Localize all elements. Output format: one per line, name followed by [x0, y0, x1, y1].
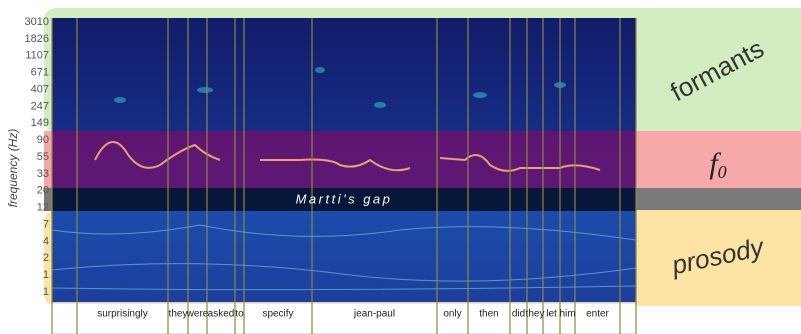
y-tick-label: 407 — [31, 83, 49, 95]
word-boundaries — [51, 18, 637, 334]
y-axis-label: frequency (Hz) — [6, 129, 20, 208]
y-tick-label: 90 — [37, 134, 49, 146]
formants-overlay — [52, 18, 636, 131]
gap-overlay — [52, 188, 636, 211]
word-label: did — [512, 309, 525, 320]
word-label: specify — [262, 309, 293, 320]
y-tick-label: 247 — [31, 100, 49, 112]
word-label: only — [443, 309, 461, 320]
formant-blobs — [114, 67, 566, 108]
word-label: jean-paul — [353, 309, 395, 320]
y-tick-label: 55 — [37, 151, 49, 163]
word-label: they — [526, 309, 545, 320]
word-label: enter — [586, 309, 609, 320]
y-tick-label: 671 — [31, 67, 49, 79]
word-label: him — [559, 309, 575, 320]
gap-label: Martti's gap — [296, 191, 393, 206]
f0-overlay — [52, 131, 636, 189]
prosody-contours — [51, 224, 637, 291]
word-label: asked — [208, 309, 235, 320]
y-tick-label: 149 — [31, 117, 49, 129]
f0-sub: 0 — [718, 162, 727, 182]
word-label: were — [186, 309, 209, 320]
y-tick-label: 1107 — [25, 50, 49, 62]
word-label: let — [546, 309, 557, 320]
word-label: surprisingly — [97, 309, 148, 320]
y-tick-label: 1 — [43, 286, 49, 298]
y-tick-label: 20 — [37, 185, 49, 197]
word-label: to — [235, 309, 244, 320]
y-tick-label: 33 — [37, 168, 49, 180]
y-tick-label: 1 — [43, 269, 49, 281]
word-panel — [51, 302, 637, 334]
word-label: then — [479, 309, 498, 320]
word-label: they — [169, 309, 188, 320]
y-tick-label: 1826 — [25, 33, 49, 45]
y-tick-label: 7 — [43, 218, 49, 230]
y-tick-label: 4 — [43, 235, 49, 247]
pitch-contours — [94, 141, 601, 172]
y-tick-label: 2 — [43, 252, 49, 264]
y-tick-label: 3010 — [25, 16, 49, 28]
y-tick-label: 12 — [37, 202, 49, 214]
